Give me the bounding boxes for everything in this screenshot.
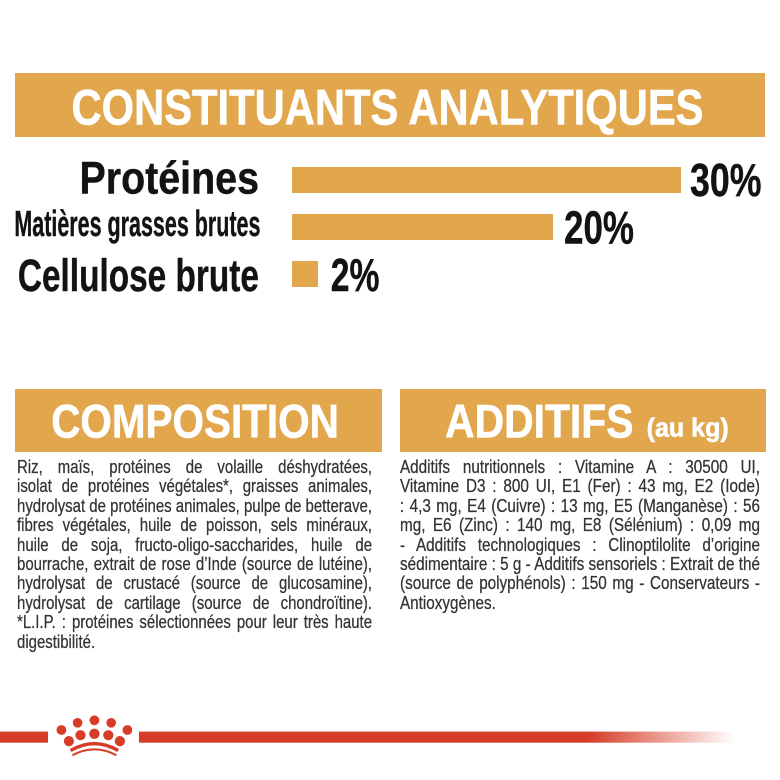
svg-text:ADDITIFS: ADDITIFS — [445, 396, 633, 449]
svg-text:CONSTITUANTS ANALYTIQUES: CONSTITUANTS ANALYTIQUES — [72, 79, 704, 136]
svg-text:COMPOSITION: COMPOSITION — [51, 396, 339, 449]
svg-text:Cellulose brute: Cellulose brute — [18, 250, 259, 301]
svg-text:Matières grasses brutes: Matières grasses brutes — [14, 203, 260, 244]
svg-text:(au kg): (au kg) — [647, 415, 729, 443]
svg-text:20%: 20% — [564, 201, 634, 253]
svg-text:2%: 2% — [331, 249, 380, 301]
svg-text:30%: 30% — [690, 154, 762, 206]
svg-text:Protéines: Protéines — [80, 153, 260, 204]
